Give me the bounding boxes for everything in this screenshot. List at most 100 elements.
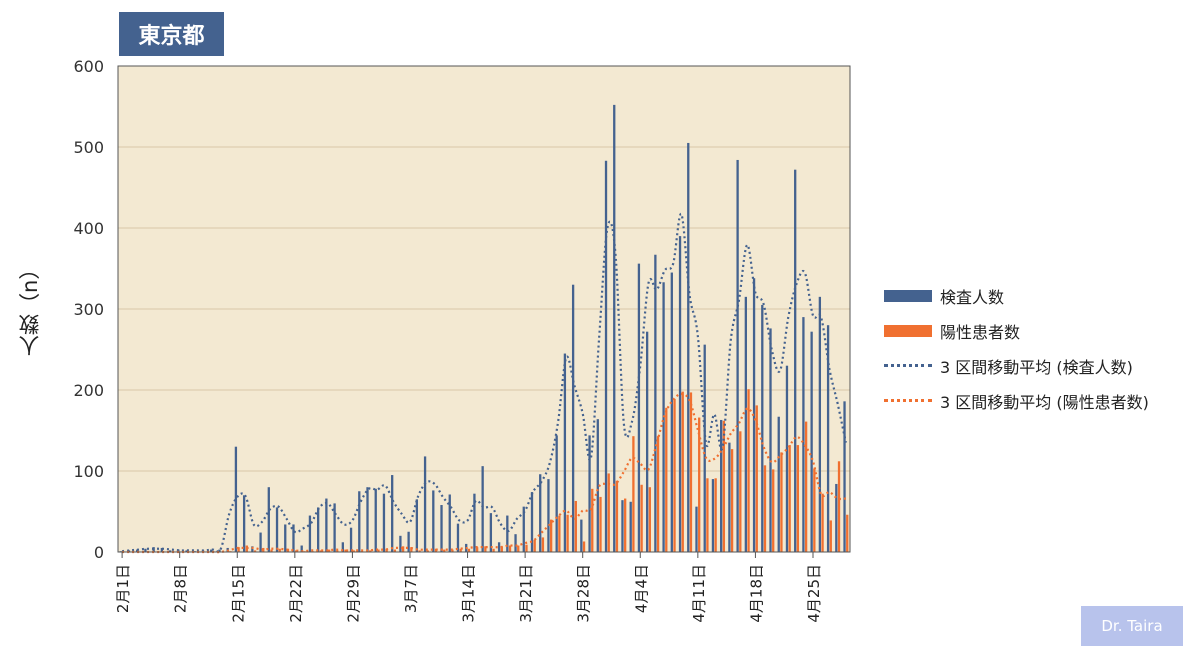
bar-positives [426, 550, 429, 552]
bar-positives [467, 548, 471, 552]
x-tick-label: 4月4日 [632, 564, 650, 613]
bar-positives [369, 550, 372, 552]
bar-positives [533, 539, 536, 552]
bar-positives [582, 541, 586, 552]
bar-tests [555, 435, 558, 552]
bar-tests [604, 160, 608, 552]
bar-positives [253, 550, 257, 552]
moving-average-lines [122, 213, 847, 554]
bar-tests [251, 546, 254, 552]
chart-title: 東京都 [138, 24, 205, 49]
bar-positives [673, 398, 676, 552]
bar-tests [695, 506, 698, 552]
bar-tests [267, 487, 270, 552]
bar-tests [703, 344, 706, 552]
bar-positives [418, 550, 421, 552]
bar-tests [835, 483, 838, 552]
bar-positives [549, 519, 553, 552]
bar-positives [607, 473, 610, 552]
bar-positives [689, 392, 693, 552]
bar-positives [517, 545, 520, 552]
bar-tests [810, 331, 813, 552]
legend-label-tests-ma: 3 区間移動平均 (検査人数) [940, 357, 1133, 377]
x-tick-label: 2月22日 [287, 564, 305, 623]
legend-item-positives-ma: 3 区間移動平均 (陽性患者数) [884, 383, 1194, 418]
plot-border [117, 65, 851, 553]
bar-tests [621, 500, 624, 552]
bar-positives [377, 549, 380, 552]
bar-tests [514, 534, 517, 552]
x-tick-label: 3月14日 [460, 564, 478, 623]
bar-tests [711, 479, 715, 552]
bar-tests [818, 296, 822, 552]
bar-positives [780, 452, 783, 552]
x-tick-label: 3月21日 [517, 564, 535, 623]
bar-positives [624, 498, 627, 552]
bar-tests [588, 435, 591, 552]
x-tick-label: 2月1日 [114, 564, 132, 613]
legend-label-tests: 検査人数 [940, 287, 1005, 307]
y-tick-label: 0 [94, 543, 104, 562]
bar-positives [443, 549, 446, 552]
bar-tests [720, 419, 723, 552]
bar-tests [473, 493, 476, 552]
bar-tests [687, 142, 690, 552]
bar-tests [613, 104, 616, 552]
chart-title-badge: 東京都 [119, 12, 224, 56]
bar-tests [210, 549, 213, 552]
bar-positives [813, 468, 816, 552]
bar-positives [755, 405, 758, 552]
legend-label-positives: 陽性患者数 [940, 322, 1021, 342]
legend-swatch-tests-ma [884, 364, 932, 367]
y-tick-label: 500 [73, 138, 104, 157]
legend-item-tests: 検査人数 [884, 278, 1194, 313]
bar-positives [763, 465, 767, 552]
bar-tests [415, 499, 419, 552]
bar-positives [632, 436, 635, 552]
line-positives-moving-average [122, 392, 846, 554]
bar-positives [615, 480, 619, 552]
legend-swatch-tests [884, 289, 932, 302]
y-tick-label: 400 [73, 219, 104, 238]
bar-tests [308, 515, 312, 552]
bar-tests [234, 446, 238, 552]
bar-tests [481, 466, 484, 552]
bar-positives [237, 547, 240, 552]
bar-positives [648, 487, 651, 552]
y-tick-label: 300 [73, 300, 104, 319]
bar-tests [539, 474, 542, 552]
legend: 検査人数 陽性患者数 3 区間移動平均 (検査人数) 3 区間移動平均 (陽性患… [884, 278, 1194, 418]
bar-tests [284, 524, 287, 552]
credit-badge: Dr. Taira [1081, 606, 1183, 646]
bar-tests [275, 507, 279, 552]
bar-positives [788, 445, 791, 552]
bar-tests [382, 493, 386, 552]
bar-positives [772, 469, 775, 552]
bar-positives [796, 445, 800, 552]
bar-positives [270, 549, 273, 552]
y-tick-label: 600 [73, 57, 104, 76]
bar-tests [761, 304, 764, 552]
bar-tests [637, 263, 641, 552]
bar-tests [242, 495, 246, 552]
bar-positives [352, 550, 355, 552]
bar-tests [317, 507, 320, 552]
bar-tests [596, 419, 599, 552]
bar-tests [358, 491, 361, 552]
bar-tests [366, 487, 369, 552]
bar-tests [407, 531, 410, 552]
bar-tests [826, 325, 830, 552]
y-tick-label: 100 [73, 462, 104, 481]
bar-tests [185, 550, 188, 552]
grid-lines [118, 146, 850, 472]
bar-positives [706, 478, 709, 552]
legend-swatch-positives [884, 324, 932, 337]
bar-tests [349, 527, 353, 552]
bar-positives [640, 484, 643, 552]
bar-tests [292, 524, 295, 552]
bar-tests [547, 479, 550, 552]
bar-positives [739, 431, 742, 552]
bar-tests [333, 503, 336, 552]
legend-item-tests-ma: 3 区間移動平均 (検査人数) [884, 348, 1194, 383]
